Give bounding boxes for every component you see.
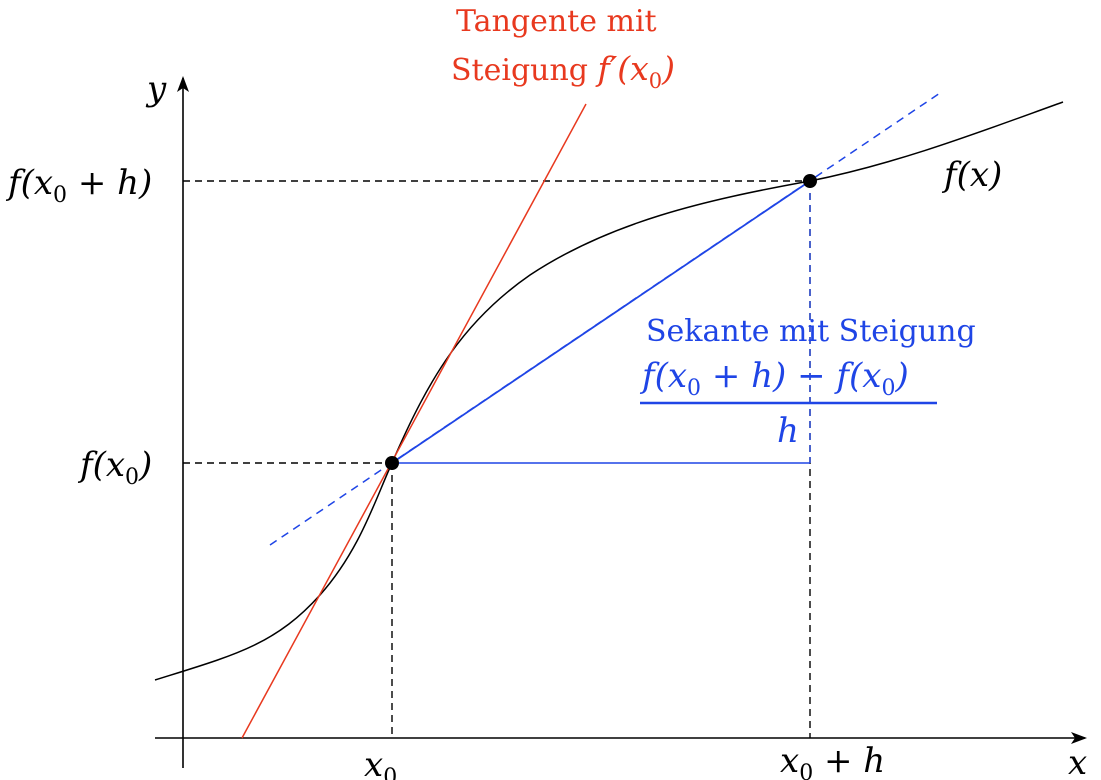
secant-annotation: Sekante mit Steigung f(x0 + h) − f(x0) h bbox=[639, 314, 976, 451]
x-axis-label: x bbox=[1068, 743, 1087, 780]
secant-extension-line bbox=[269, 92, 941, 546]
function-curve bbox=[154, 101, 1064, 681]
tick-label-fx0h: f(x0 + h) bbox=[5, 163, 152, 208]
tangent-label-line1: Tangente mit bbox=[456, 4, 657, 39]
secant-line bbox=[391, 180, 811, 464]
curve-label: f(x) bbox=[941, 155, 1002, 195]
tangent-annotation: Tangente mit Steigung f′(x0) bbox=[451, 4, 675, 93]
secant-slope-numerator: f(x0 + h) − f(x0) bbox=[639, 356, 909, 401]
y-axis-label: y bbox=[145, 69, 167, 109]
guide-lines bbox=[183, 180, 811, 738]
point-x0h bbox=[803, 174, 817, 188]
tangent-line bbox=[241, 103, 587, 739]
tangent-label-line2: Steigung f′(x0) bbox=[451, 49, 675, 93]
point-x0 bbox=[385, 456, 399, 470]
secant-label-line1: Sekante mit Steigung bbox=[646, 314, 976, 349]
secant-slope-denominator: h bbox=[777, 411, 799, 451]
tick-label-fx0: f(x0) bbox=[77, 445, 152, 490]
tick-label-x0h: x0 + h bbox=[780, 741, 885, 780]
tick-label-x0: x0 bbox=[364, 745, 397, 780]
